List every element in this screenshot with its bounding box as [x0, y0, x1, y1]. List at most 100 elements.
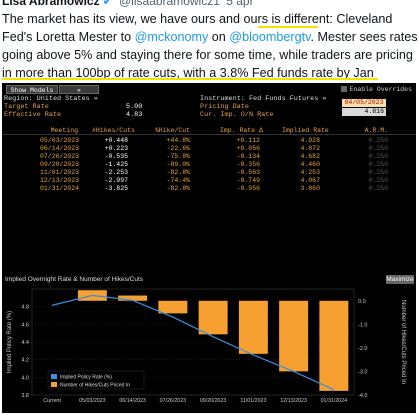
- cell-imp-delta: -0.956: [236, 185, 260, 192]
- instrument-selector[interactable]: Instrument: Fed Funds Futures »: [200, 95, 327, 103]
- x-tick-label: 07/26/2023: [160, 398, 187, 404]
- cell-implied: 4.682: [300, 153, 320, 160]
- target-rate-label: Target Rate: [4, 103, 49, 111]
- cell-hikes: -1.425: [104, 161, 128, 168]
- tweet-author-row: Lisa Abramowicz ✔ @lisaabramowicz1 5 apr: [2, 0, 262, 10]
- table-row[interactable]: 09/20/2023 -1.425 -89.0% -0.356 4.460 0.250: [2, 161, 416, 169]
- cur-imp-label: Cur. Imp. O/N Rate: [200, 111, 274, 119]
- cell-hikes: -2.253: [104, 169, 128, 176]
- cell-meeting: 05/03/2023: [40, 137, 80, 144]
- legend-swatch-line: [51, 374, 57, 379]
- tweet-time[interactable]: 5 apr: [226, 0, 254, 8]
- table-row[interactable]: 05/03/2023 +0.448 +44.8% +0.112 4.928 0.250: [2, 137, 416, 145]
- cell-meeting: 12/13/2023: [40, 177, 80, 184]
- cell-hikes: -3.825: [104, 185, 128, 192]
- bar-hikes-cuts: [198, 300, 228, 335]
- table-row[interactable]: 12/13/2023 -2.997 -74.4% -0.749 4.067 0.250: [2, 177, 416, 185]
- right-tick-label: -3.0: [358, 369, 367, 375]
- left-tick-label: 4.6: [21, 322, 29, 328]
- bar-hikes-cuts: [319, 300, 349, 391]
- cell-pct: -89.0%: [166, 161, 190, 168]
- cell-meeting: 07/26/2023: [40, 153, 80, 160]
- bar-hikes-cuts: [279, 300, 309, 372]
- left-axis-title: Implied Policy Rate (%): [7, 311, 13, 373]
- x-tick-label: 12/13/2023: [280, 398, 307, 404]
- table-row[interactable]: 11/01/2023 -2.253 -82.8% -0.563 4.253 0.250: [2, 169, 416, 177]
- author-name[interactable]: Lisa Abramowicz: [2, 0, 100, 8]
- cell-arm: 0.250: [368, 153, 388, 160]
- cell-imp-delta: +0.112: [236, 137, 260, 144]
- left-tick-label: 4.2: [21, 358, 29, 364]
- right-tick-label: 0.0: [358, 299, 366, 305]
- verified-icon: ✔: [102, 0, 113, 8]
- cell-arm: 0.250: [368, 185, 388, 192]
- cell-pct: +44.8%: [166, 137, 190, 144]
- table-row[interactable]: 06/14/2023 +0.223 -22.6% +0.056 4.872 0.250: [2, 145, 416, 153]
- cell-imp-delta: -0.134: [236, 153, 260, 160]
- effective-rate-label: Effective Rate: [4, 111, 62, 119]
- effective-rate-value: 4.83: [126, 111, 143, 119]
- cell-implied: 4.460: [300, 161, 320, 168]
- mention-link[interactable]: @mckonomy: [134, 30, 209, 44]
- header-implied[interactable]: Implied Rate: [282, 127, 329, 134]
- cell-meeting: 06/14/2023: [40, 145, 80, 152]
- tweet-text-segment: . Mester sees rates going above 5% and s…: [2, 30, 418, 80]
- header-arm[interactable]: A.R.M.: [364, 127, 388, 134]
- cell-implied: 4.872: [300, 145, 320, 152]
- left-tick-label: 3.8: [21, 393, 29, 399]
- pricing-date-label: Pricing Date: [200, 103, 249, 111]
- info-panel: Region: United States » Target Rate 5.00…: [2, 95, 416, 125]
- checkbox-icon: [340, 86, 347, 93]
- tweet-text-segment: The market has its view, we have ours an…: [2, 12, 393, 44]
- chart-area: 3.8 4.0 4.2 4.4 4.6 4.8 -4.0 -3.0 -2.0 -1.0 0.0 Imp…: [2, 285, 416, 413]
- cell-imp-delta: -0.563: [236, 169, 260, 176]
- cell-imp-delta: -0.356: [236, 161, 260, 168]
- cell-pct: -82.8%: [166, 185, 190, 192]
- rate-chart: 3.8 4.0 4.2 4.4 4.6 4.8 -4.0 -3.0 -2.0 -1.0 0.0 Imp…: [7, 288, 406, 404]
- cell-implied: 3.860: [300, 185, 320, 192]
- table-row[interactable]: 07/26/2023 -0.535 -75.8% -0.134 4.682 0.250: [2, 153, 416, 161]
- cell-meeting: 01/31/2024: [40, 185, 80, 192]
- cell-arm: 0.250: [368, 169, 388, 176]
- expand-button[interactable]: »: [59, 85, 99, 94]
- cell-implied: 4.928: [300, 137, 320, 144]
- mention-link[interactable]: @bloombergtv: [229, 30, 311, 44]
- chart-title: Implied Overnight Rate & Number of Hikes…: [5, 276, 143, 283]
- terminal-toolbar: Show Models » Enable Overrides: [2, 85, 416, 94]
- legend-label: Implied Policy Rate (%): [60, 375, 112, 381]
- cell-arm: 0.250: [368, 161, 388, 168]
- header-meeting[interactable]: Meeting: [50, 127, 78, 134]
- x-tick-label: 11/01/2023: [240, 398, 266, 404]
- maximize-button[interactable]: Maximize: [386, 275, 414, 284]
- highlight-underline: [258, 26, 318, 28]
- cell-meeting: 11/01/2023: [40, 169, 80, 176]
- target-rate-value: 5.00: [126, 103, 143, 111]
- left-tick-label: 4.4: [21, 340, 29, 346]
- right-tick-label: -4.0: [358, 393, 367, 399]
- cell-hikes: -0.535: [104, 153, 128, 160]
- cell-pct: -22.6%: [166, 145, 190, 152]
- legend-swatch-bar: [51, 382, 57, 387]
- cur-imp-rate-input[interactable]: 4.816: [342, 108, 386, 116]
- table-header: Meeting #Hikes/Cuts %Hike/Cut Imp. Rate …: [2, 127, 416, 135]
- author-handle[interactable]: @lisaabramowicz1: [119, 0, 220, 8]
- implied-rate-line: [51, 294, 335, 391]
- x-tick-label: 06/14/2023: [119, 398, 146, 404]
- show-models-button[interactable]: Show Models: [6, 85, 58, 94]
- tweet: Lisa Abramowicz ✔ @lisaabramowicz1 5 apr …: [0, 0, 419, 82]
- region-selector[interactable]: Region: United States »: [4, 95, 98, 103]
- enable-overrides-checkbox[interactable]: Enable Overrides: [340, 85, 412, 94]
- pricing-date-input[interactable]: 04/05/2023: [342, 99, 386, 107]
- cell-imp-delta: +0.056: [236, 145, 260, 152]
- header-imp-delta[interactable]: Imp. Rate Δ: [220, 127, 263, 134]
- tweet-text-segment: on: [208, 30, 230, 44]
- x-tick-label: 01/31/2024: [321, 398, 348, 404]
- highlight-underline: [2, 78, 378, 80]
- cell-pct: -75.8%: [166, 153, 190, 160]
- cell-arm: 0.250: [368, 177, 388, 184]
- cell-pct: -82.8%: [166, 169, 190, 176]
- header-hikes[interactable]: #Hikes/Cuts: [92, 127, 135, 134]
- table-row[interactable]: 01/31/2024 -3.825 -82.8% -0.956 3.860 0.250: [2, 185, 416, 193]
- header-pct[interactable]: %Hike/Cut: [154, 127, 190, 134]
- tweet-text: The market has its view, we have ours an…: [2, 10, 418, 82]
